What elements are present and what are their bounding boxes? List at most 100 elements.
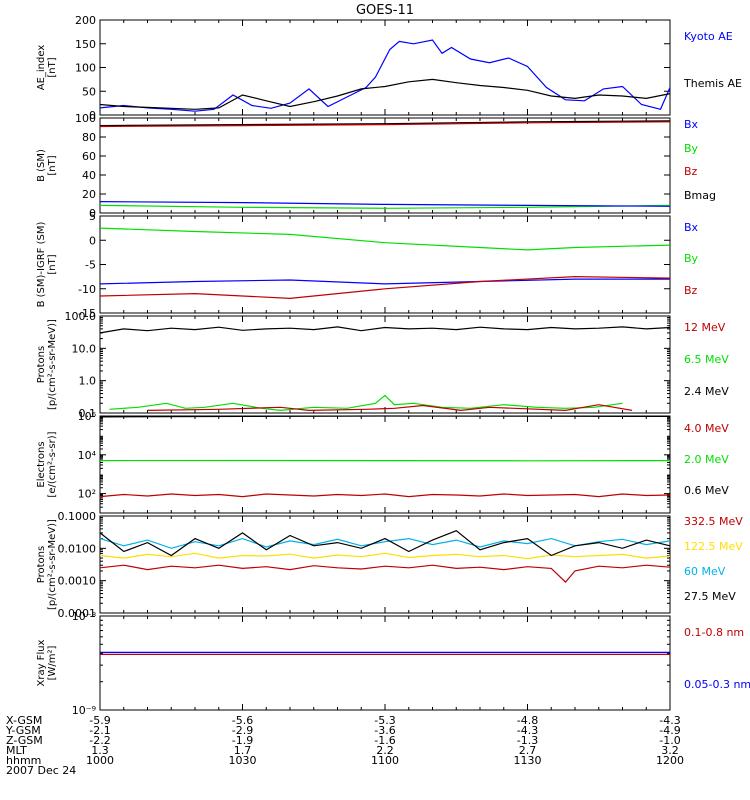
panel-frame (99, 215, 671, 314)
y-tick-label: 0.1000 (58, 510, 97, 523)
panel-electrons: 10² 10⁴ 10⁶ Electrons [e/(cm²-s-sr)] 4.0 MeV 2… (36, 410, 729, 514)
legend-entry: Themis AE (683, 77, 742, 90)
panel-frame (99, 415, 671, 514)
footer-value: -5.3 (374, 714, 395, 727)
y-axis-label: [nT] (47, 57, 58, 77)
y-axis-label: Electrons (36, 441, 47, 487)
series-line-6-5-mev (109, 394, 623, 412)
footer-value: 1100 (371, 754, 399, 767)
series-line-60-mev (99, 537, 671, 549)
y-axis-label: Xray Flux (36, 639, 47, 686)
y-axis-label: [nT] (47, 254, 58, 274)
y-tick-label: 0.0010 (58, 575, 97, 588)
footer-value: -4.3 (517, 724, 538, 737)
footer-value: -1.6 (374, 734, 395, 747)
footer-value: 1030 (229, 754, 257, 767)
series-line-themis-ae (99, 78, 671, 110)
y-tick-label: 0 (89, 207, 96, 220)
y-axis-label: Protons (36, 346, 47, 383)
footer-value: 3.2 (661, 744, 679, 757)
y-tick-label: 10⁴ (78, 449, 97, 462)
series-line-bmag (99, 120, 671, 127)
y-axis-label: B (SM) (36, 149, 47, 182)
y-tick-label: 150 (75, 38, 96, 51)
y-axis-label: [p/(cm²-s-sr-MeV)] (47, 519, 58, 610)
y-tick-label: 100 (75, 62, 96, 75)
y-axis-label: AE_index (36, 45, 47, 91)
y-tick-label: 5 (89, 210, 96, 223)
series-line-332-5-mev (99, 564, 671, 583)
panel-protons_hi: 0.1 1.0 10.0 100.0 Protons [p/(cm²-s-sr-MeV)]… (36, 310, 729, 420)
series-line-kyoto-ae (99, 39, 671, 112)
footer-value: -2.9 (232, 724, 253, 737)
footer-value: 1.7 (234, 744, 252, 757)
footer-row-label: hhmm (6, 754, 41, 767)
y-axis-label: [W/m²] (47, 645, 58, 680)
legend-entry: Kyoto AE (684, 30, 733, 43)
legend-entry: 2.4 MeV (684, 385, 729, 398)
series-line-122-5-mev (99, 552, 671, 560)
y-tick-label: 200 (75, 14, 96, 27)
legend-entry: 0.6 MeV (684, 484, 729, 497)
footer-value: -4.9 (659, 724, 680, 737)
footer-value: -1.0 (659, 734, 680, 747)
footer-row-label: X-GSM (6, 714, 42, 727)
legend-entry: 0.05-0.3 nm (684, 678, 750, 691)
y-tick-label: -15 (78, 307, 96, 320)
series-line-bz (99, 275, 671, 300)
legend-entry: 60 MeV (684, 565, 726, 578)
panel-bsm: 0 20 40 60 80 100 B (SM) [nT] Bx By Bz Bmag (36, 112, 716, 220)
footer-value: -1.9 (232, 734, 253, 747)
y-axis-label: Protons (36, 546, 47, 583)
panel-frame (99, 117, 671, 214)
footer-value: -4.3 (659, 714, 680, 727)
y-tick-label: 50 (82, 85, 96, 98)
legend-entry: 27.5 MeV (684, 590, 736, 603)
series-line-27-5-mev (99, 530, 671, 557)
y-tick-label: 0.0100 (58, 542, 97, 555)
series-line-12-mev (147, 404, 633, 412)
y-tick-label: -10 (78, 283, 96, 296)
footer-row-label: Z-GSM (6, 734, 43, 747)
series-line-by (99, 204, 671, 209)
footer-value: 2.2 (376, 744, 394, 757)
y-tick-label: -5 (85, 259, 96, 272)
y-tick-label: 1.0 (79, 375, 97, 388)
y-tick-label: 0.0001 (58, 607, 97, 620)
footer-value: -3.6 (374, 724, 395, 737)
footer-row-label: Y-GSM (5, 724, 41, 737)
legend-entry: 6.5 MeV (684, 353, 729, 366)
series-line-bz (99, 121, 671, 128)
y-tick-label: 10⁶ (78, 410, 97, 423)
footer-value: -4.8 (517, 714, 538, 727)
series-line-bx (99, 201, 671, 207)
footer-value: -5.6 (232, 714, 253, 727)
legend-entry: Bz (684, 165, 698, 178)
footer-value: 1200 (656, 754, 684, 767)
legend-entry: 4.0 MeV (684, 422, 729, 435)
footer-value: 2.7 (519, 744, 537, 757)
y-tick-label: 10⁻⁹ (72, 704, 96, 717)
legend-entry: Bmag (684, 189, 716, 202)
footer-value: 1000 (86, 754, 114, 767)
y-tick-label: 10.0 (72, 342, 97, 355)
footer-value: -5.9 (89, 714, 110, 727)
y-tick-label: 10² (78, 488, 96, 501)
legend-entry: By (684, 142, 699, 155)
y-tick-label: 80 (82, 131, 96, 144)
footer-value: -2.1 (89, 724, 110, 737)
y-tick-label: 60 (82, 150, 96, 163)
legend-entry: 332.5 MeV (684, 515, 743, 528)
y-tick-label: 0 (89, 109, 96, 122)
panel-ae: 0 50 100 150 200 AE_index [nT] Kyoto AE Themis A… (36, 14, 742, 122)
y-tick-label: 40 (82, 169, 96, 182)
footer-row-label: MLT (6, 744, 27, 757)
series-line-0-6-mev (99, 415, 671, 418)
y-tick-label: 0 (89, 234, 96, 247)
footer-value: -2.2 (89, 734, 110, 747)
y-axis-label: [p/(cm²-s-sr-MeV)] (47, 319, 58, 410)
plot-title: GOES-11 (356, 3, 414, 18)
